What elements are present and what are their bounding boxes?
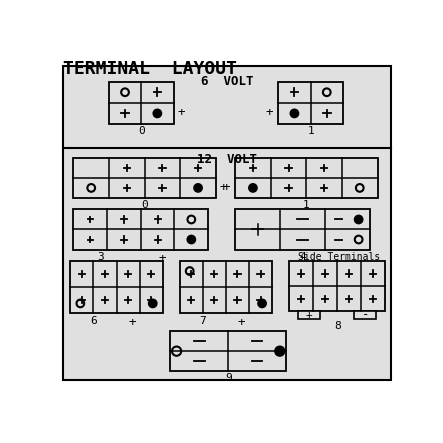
Text: 3: 3 — [97, 252, 104, 262]
Circle shape — [187, 236, 195, 243]
Circle shape — [355, 216, 362, 223]
Bar — [235, 158, 377, 198]
Text: +: + — [306, 310, 312, 320]
Text: +: + — [158, 252, 166, 265]
Bar — [171, 331, 286, 371]
Text: TERMINAL  LAYOUT: TERMINAL LAYOUT — [62, 60, 237, 78]
Text: 12  VOLT: 12 VOLT — [198, 153, 257, 166]
Bar — [235, 210, 370, 249]
Bar — [74, 158, 216, 198]
Text: 7: 7 — [199, 316, 206, 326]
Text: 6: 6 — [90, 316, 97, 326]
Circle shape — [149, 299, 156, 307]
Bar — [298, 311, 320, 319]
Text: 9: 9 — [225, 373, 232, 384]
Text: 0: 0 — [138, 126, 144, 136]
Bar — [289, 261, 385, 311]
Text: 6  VOLT: 6 VOLT — [201, 75, 254, 88]
Bar — [109, 82, 174, 124]
Text: +: + — [220, 182, 227, 194]
Text: -: - — [361, 308, 369, 322]
Bar — [278, 82, 343, 124]
Text: 1: 1 — [307, 126, 314, 136]
Text: +: + — [237, 316, 245, 329]
Circle shape — [275, 346, 284, 356]
Text: +: + — [222, 182, 230, 194]
Bar — [354, 311, 376, 319]
Bar — [74, 210, 208, 249]
Text: 4: 4 — [299, 252, 306, 262]
Text: +: + — [265, 106, 273, 119]
Circle shape — [258, 299, 266, 307]
Text: 0: 0 — [141, 200, 148, 210]
Text: +: + — [128, 316, 136, 329]
Circle shape — [291, 109, 298, 117]
Bar — [180, 261, 272, 313]
Circle shape — [249, 184, 257, 192]
Circle shape — [194, 184, 202, 192]
Bar — [70, 261, 163, 313]
Text: 8: 8 — [334, 321, 341, 331]
Circle shape — [154, 109, 161, 117]
Text: 1: 1 — [303, 200, 310, 210]
Text: Side Terminals: Side Terminals — [298, 252, 380, 262]
Text: +: + — [177, 106, 185, 119]
